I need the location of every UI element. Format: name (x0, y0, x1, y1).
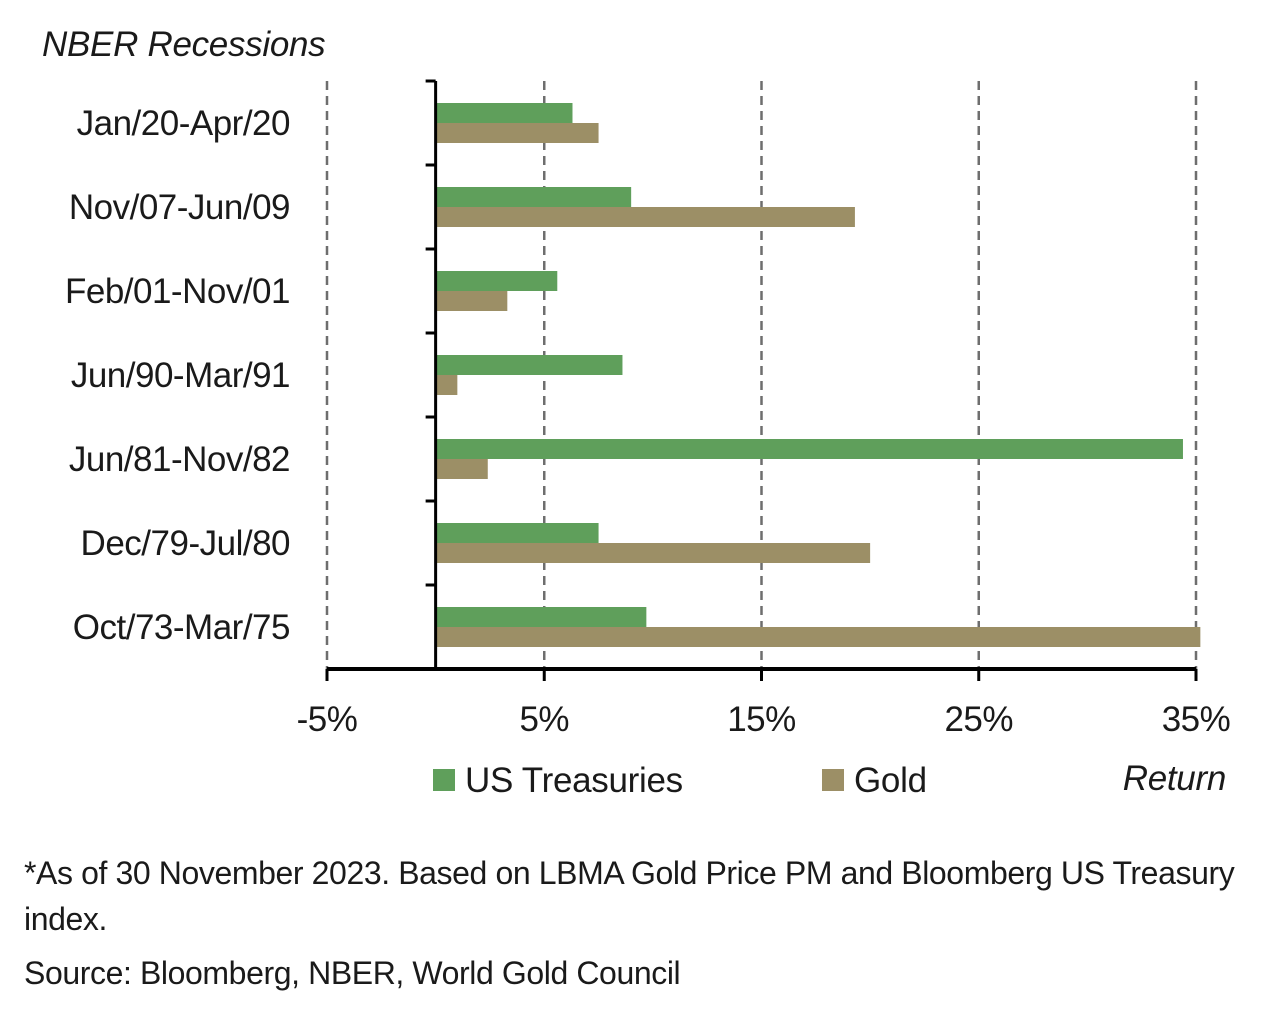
bar-us-treasuries (435, 103, 573, 123)
footnote-note: *As of 30 November 2023. Based on LBMA G… (24, 855, 1235, 937)
x-tick-label: 15% (727, 700, 796, 739)
x-tick-label: 35% (1162, 700, 1231, 739)
legend-label: US Treasuries (465, 761, 683, 800)
bars (435, 103, 1201, 647)
chart: NBER Recessions Jan/20-Apr/20 Nov/07-Jun/… (42, 25, 1231, 800)
x-tick-label: 25% (944, 700, 1013, 739)
category-label: Jun/90-Mar/91 (71, 356, 290, 395)
bar-gold (435, 375, 458, 395)
legend-swatch (822, 769, 844, 791)
category-label: Oct/73-Mar/75 (73, 608, 290, 647)
bar-gold (435, 291, 508, 311)
bar-us-treasuries (435, 271, 558, 291)
bar-us-treasuries (435, 187, 632, 207)
x-axis-label: Return (1123, 759, 1226, 798)
bar-gold (435, 543, 871, 563)
bar-us-treasuries (435, 355, 623, 375)
x-tick-labels: -5% 5% 15% 25% 35% (297, 700, 1231, 739)
legend-swatch (433, 769, 455, 791)
category-label: Feb/01-Nov/01 (65, 272, 290, 311)
category-label: Nov/07-Jun/09 (69, 188, 290, 227)
bar-us-treasuries (435, 523, 599, 543)
category-label: Jun/81-Nov/82 (69, 440, 290, 479)
category-label: Jan/20-Apr/20 (77, 104, 290, 143)
legend-label: Gold (854, 761, 927, 800)
bar-gold (435, 123, 599, 143)
x-tick-label: -5% (297, 700, 358, 739)
bar-gold (435, 459, 488, 479)
footnote-source: Source: Bloomberg, NBER, World Gold Coun… (24, 955, 681, 991)
chart-title: NBER Recessions (42, 25, 325, 64)
bar-us-treasuries (435, 607, 647, 627)
bar-gold (435, 627, 1201, 647)
category-label: Dec/79-Jul/80 (81, 524, 290, 563)
bar-us-treasuries (435, 439, 1183, 459)
x-tick-label: 5% (519, 700, 569, 739)
legend: US Treasuries Gold (433, 761, 927, 800)
bar-gold (435, 207, 855, 227)
category-labels: Jan/20-Apr/20 Nov/07-Jun/09 Feb/01-Nov/01 J… (65, 104, 291, 647)
axes (325, 79, 1198, 681)
